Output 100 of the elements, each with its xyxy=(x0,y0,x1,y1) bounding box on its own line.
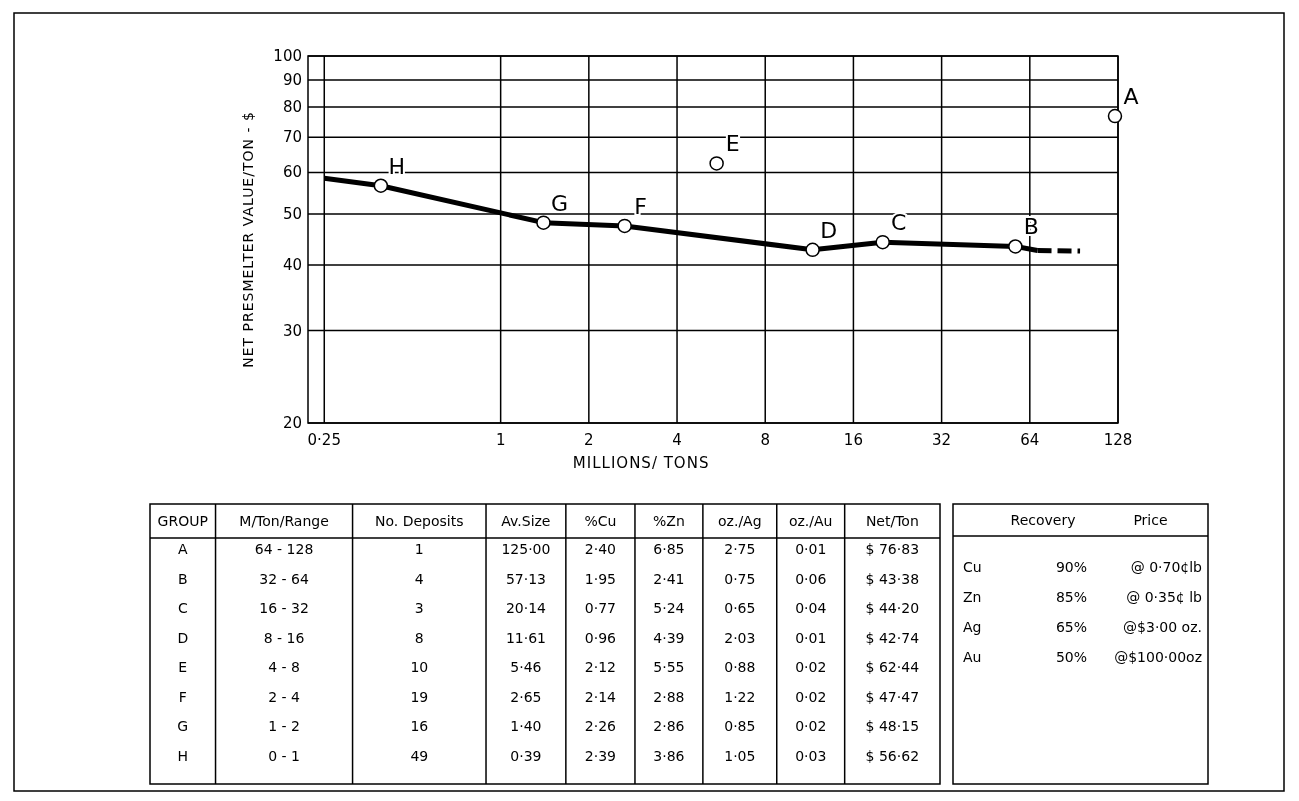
text: 2·88 xyxy=(653,688,685,705)
y-tick-label: 60 xyxy=(282,163,302,182)
text: 65% xyxy=(1055,619,1087,635)
annotation: F xyxy=(634,193,647,219)
text: 0·77 xyxy=(584,600,616,616)
category-label: GROUP xyxy=(157,513,208,529)
text: 8 - 16 xyxy=(263,629,305,646)
text: 20·14 xyxy=(505,600,547,616)
x-tick-label: 0·25 xyxy=(307,431,341,449)
y-tick-label: 30 xyxy=(282,321,302,340)
text: 3·86 xyxy=(653,747,685,764)
category-label: Av.Size xyxy=(501,513,551,529)
y-tick-label: 90 xyxy=(282,71,302,90)
x-tick-label: 32 xyxy=(932,431,952,449)
text: 16 xyxy=(410,718,429,734)
text: A xyxy=(177,541,188,557)
text: 8 xyxy=(414,629,424,646)
text: 2·41 xyxy=(653,570,685,587)
y-tick-label: 40 xyxy=(282,255,302,274)
text: 0·85 xyxy=(724,718,756,734)
text: 0·02 xyxy=(795,688,827,705)
text: $ 62·44 xyxy=(865,659,920,675)
y-tick-label: 50 xyxy=(282,205,302,224)
text: @ 0·35¢ lb xyxy=(1126,589,1203,605)
x-tick-label: 2 xyxy=(584,431,594,449)
text: Cu xyxy=(963,559,982,575)
y-tick-label: 100 xyxy=(273,47,302,65)
annotation: A xyxy=(1123,84,1139,110)
text: 2·14 xyxy=(584,688,617,705)
category-label: M/Ton/Range xyxy=(239,513,329,529)
x-axis-title: MILLIONS/ TONS xyxy=(572,454,710,472)
text: F xyxy=(178,688,187,705)
text: 0·03 xyxy=(795,747,827,764)
y-axis-title: NET PRESMELTER VALUE/TON - $ xyxy=(240,111,256,368)
text: 0·02 xyxy=(795,659,827,675)
category-label: No. Deposits xyxy=(375,513,464,529)
text: 0·06 xyxy=(795,570,827,587)
text: 125·00 xyxy=(501,541,551,557)
text: 57·13 xyxy=(505,570,546,587)
text: Zn xyxy=(963,589,982,605)
category-label: %Cu xyxy=(584,513,617,529)
text: 0·04 xyxy=(795,600,827,616)
text: 2·03 xyxy=(724,629,756,646)
text: 16 - 32 xyxy=(259,600,309,616)
text: $ 42·74 xyxy=(865,629,920,646)
text: B xyxy=(177,570,188,587)
text: H xyxy=(177,747,189,764)
y-tick-label: 70 xyxy=(282,128,302,147)
text: $ 56·62 xyxy=(865,747,920,764)
text: 4·39 xyxy=(653,629,685,646)
text: 85% xyxy=(1055,589,1087,605)
text: 0·75 xyxy=(724,570,756,587)
text: $ 43·38 xyxy=(865,570,920,587)
annotation: D xyxy=(820,217,838,243)
text: 0 - 1 xyxy=(268,747,300,764)
text: 0·88 xyxy=(724,659,756,675)
text: 1·22 xyxy=(724,688,756,705)
text: 90% xyxy=(1055,559,1087,575)
text: 5·55 xyxy=(653,659,685,675)
text: C xyxy=(177,600,188,616)
text: 5·46 xyxy=(510,659,542,675)
text: 1·05 xyxy=(724,747,756,764)
text: 2·12 xyxy=(584,659,616,675)
text: 1·40 xyxy=(510,718,542,734)
x-tick-label: 64 xyxy=(1020,431,1040,449)
text: $ 76·83 xyxy=(865,541,920,557)
text: D xyxy=(177,629,189,646)
text: 4 xyxy=(414,570,424,587)
text: 0·96 xyxy=(584,629,617,646)
text: 64 - 128 xyxy=(254,541,314,557)
x-tick-label: 8 xyxy=(760,431,770,449)
text: 32 - 64 xyxy=(259,570,309,587)
text: $ 48·15 xyxy=(865,718,920,734)
x-tick-label: 16 xyxy=(843,431,863,449)
x-tick-label: 128 xyxy=(1103,431,1133,449)
category-label: %Zn xyxy=(653,513,685,529)
text: 0·01 xyxy=(795,541,827,557)
text: 1 xyxy=(414,541,424,557)
x-tick-label: 1 xyxy=(495,431,506,449)
text: 5·24 xyxy=(653,600,685,616)
text: 0·02 xyxy=(795,718,827,734)
text: 11·61 xyxy=(505,629,546,646)
annotation: E xyxy=(725,131,740,157)
text: 2·86 xyxy=(653,718,685,734)
category-label: Price xyxy=(1133,512,1168,528)
text: G xyxy=(177,718,189,734)
text: 0·65 xyxy=(724,600,756,616)
y-tick-label: 80 xyxy=(282,97,302,116)
text: 0·39 xyxy=(510,747,542,764)
text: 3 xyxy=(414,600,424,616)
text: $ 44·20 xyxy=(865,600,920,616)
text: 10 xyxy=(410,659,429,675)
text: $ 47·47 xyxy=(865,688,920,705)
text: 50% xyxy=(1055,649,1087,665)
text: Ag xyxy=(963,619,982,635)
text: 2 - 4 xyxy=(268,688,301,705)
text: 2·39 xyxy=(584,747,616,764)
text: 49 xyxy=(410,747,429,764)
annotation: C xyxy=(891,210,907,236)
text: 4 - 8 xyxy=(268,659,300,675)
